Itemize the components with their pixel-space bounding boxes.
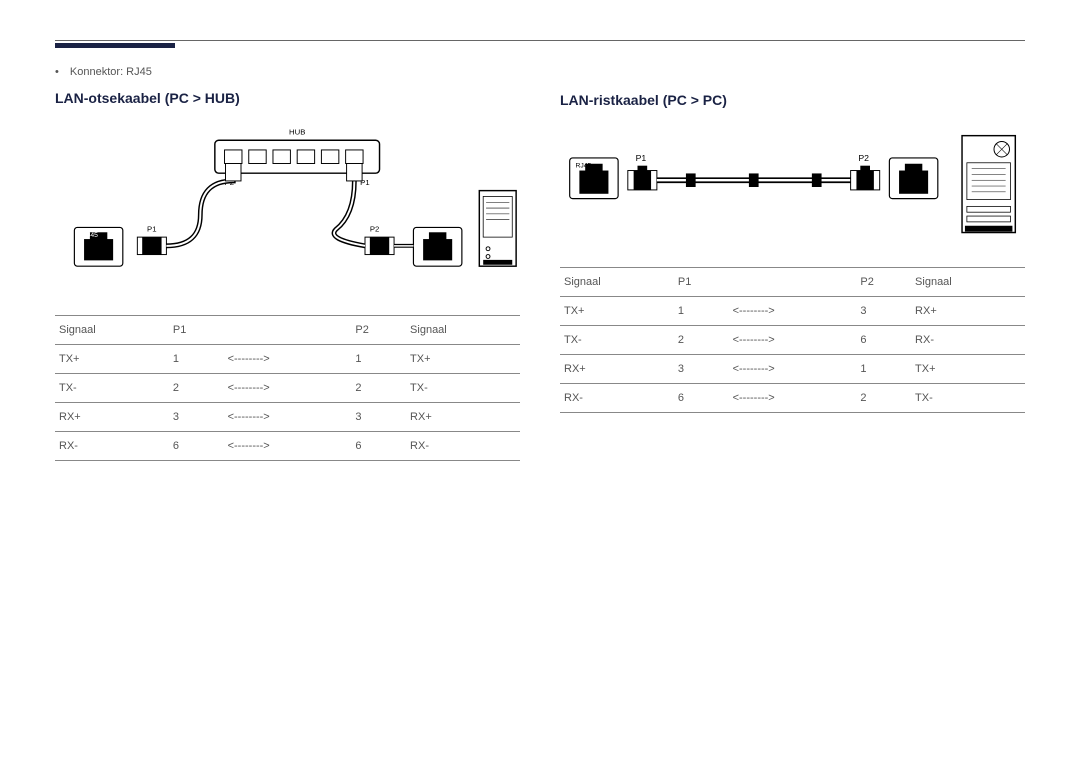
col-arrow bbox=[224, 316, 352, 345]
right-section-title: LAN-ristkaabel (PC > PC) bbox=[560, 92, 1025, 108]
col-signaal-1: Signaal bbox=[55, 316, 169, 345]
table-row: RX- 6 <--------> 2 TX- bbox=[560, 384, 1025, 413]
accent-bar bbox=[55, 43, 175, 48]
table-row: RX+ 3 <--------> 3 RX+ bbox=[55, 403, 520, 432]
left-rj45-label-a: RJ45 bbox=[82, 232, 98, 239]
col-signaal-2: Signaal bbox=[911, 268, 1025, 297]
col-p1: P1 bbox=[169, 316, 224, 345]
col-p2: P2 bbox=[351, 316, 406, 345]
content-columns: Konnektor: RJ45 LAN-otsekaabel (PC > HUB… bbox=[55, 66, 1025, 461]
hub-label: HUB bbox=[289, 127, 305, 136]
left-p1-label: P1 bbox=[147, 224, 156, 233]
right-p2-label: P2 bbox=[858, 153, 869, 163]
col-signaal-1: Signaal bbox=[560, 268, 674, 297]
top-rule bbox=[55, 40, 1025, 41]
table-header-row: Signaal P1 P2 Signaal bbox=[55, 316, 520, 345]
col-p2: P2 bbox=[856, 268, 911, 297]
right-pin-table: Signaal P1 P2 Signaal TX+ 1 <--------> 3… bbox=[560, 267, 1025, 413]
right-diagram: RJ45 P1 P2 bbox=[560, 122, 1025, 252]
table-row: TX- 2 <--------> 6 RX- bbox=[560, 326, 1025, 355]
right-p1-label: P1 bbox=[636, 153, 647, 163]
left-section-title: LAN-otsekaabel (PC > HUB) bbox=[55, 90, 520, 106]
table-row: TX+ 1 <--------> 3 RX+ bbox=[560, 297, 1025, 326]
right-rj45-label: RJ45 bbox=[576, 163, 592, 170]
left-column: Konnektor: RJ45 LAN-otsekaabel (PC > HUB… bbox=[55, 66, 520, 461]
table-row: TX+ 1 <--------> 1 TX+ bbox=[55, 345, 520, 374]
table-row: RX- 6 <--------> 6 RX- bbox=[55, 432, 520, 461]
left-p2-label: P2 bbox=[370, 224, 379, 233]
col-signaal-2: Signaal bbox=[406, 316, 520, 345]
left-diagram: HUB P2 P1 RJ45 P1 bbox=[55, 120, 520, 300]
right-column: LAN-ristkaabel (PC > PC) RJ45 P1 P2 bbox=[560, 66, 1025, 461]
col-p1: P1 bbox=[674, 268, 729, 297]
table-header-row: Signaal P1 P2 Signaal bbox=[560, 268, 1025, 297]
col-arrow bbox=[729, 268, 857, 297]
left-pin-table: Signaal P1 P2 Signaal TX+ 1 <--------> 1… bbox=[55, 315, 520, 461]
table-row: RX+ 3 <--------> 1 TX+ bbox=[560, 355, 1025, 384]
connector-label: Konnektor: RJ45 bbox=[55, 66, 520, 78]
table-row: TX- 2 <--------> 2 TX- bbox=[55, 374, 520, 403]
